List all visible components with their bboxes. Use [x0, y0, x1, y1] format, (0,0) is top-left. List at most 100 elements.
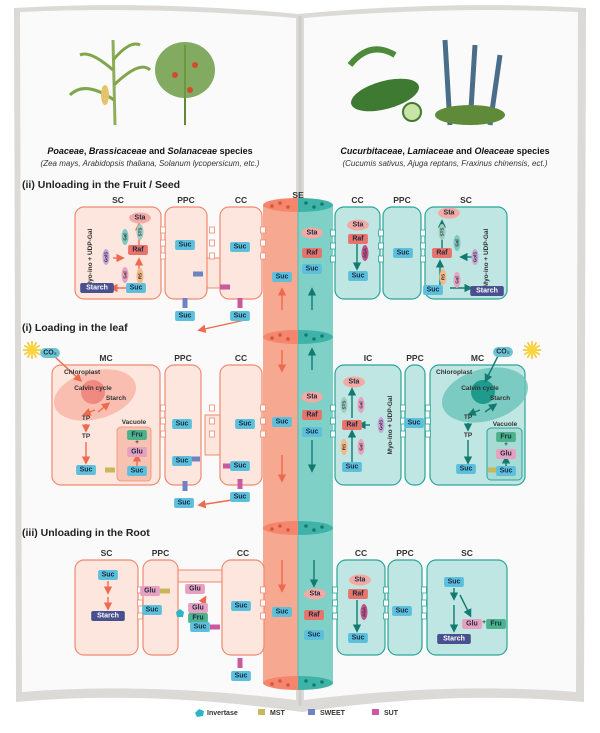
cell-label-root-right-sc: SC — [461, 548, 473, 558]
plus-sign: + — [135, 439, 139, 446]
metabolite-label: Suc — [131, 468, 144, 475]
sweet-transporter-icon — [182, 481, 188, 491]
plasmodesma — [160, 404, 166, 412]
sut-transporter-icon — [237, 298, 243, 308]
metabolite-fru: Fru — [496, 432, 516, 442]
plasmodesma — [260, 417, 266, 425]
metabolite-label: Suc — [179, 242, 192, 249]
metabolite-glu: Glu — [188, 603, 208, 613]
metabolite-label: Starch — [86, 285, 108, 292]
plasmodesma — [425, 404, 431, 412]
myo-ino-udp-gal-label: Myo-ino + UDP-Gal — [87, 228, 94, 287]
metabolite-sta: Sta — [129, 212, 151, 224]
flow-arrow — [484, 403, 498, 413]
metabolite-raf: Raf — [304, 610, 324, 620]
metabolite-label: Suc — [80, 467, 93, 474]
metabolite-label: Suc — [102, 572, 115, 579]
plasmodesma — [383, 612, 389, 620]
calvin-cycle — [471, 380, 495, 404]
metabolite-label: CO₂ — [43, 350, 57, 357]
sut-transporter-icon — [372, 709, 379, 715]
enzyme-aga: AGA — [361, 245, 369, 261]
plus-sign: + — [482, 619, 486, 626]
metabolite-label: Suc — [235, 603, 248, 610]
left-species-examples: (Zea mays, Arabidopsis thaliana, Solanum… — [41, 159, 260, 168]
metabolite-suc: Suc — [348, 271, 368, 281]
legend-item-sweet: SWEET — [308, 709, 346, 717]
metabolite-label: Suc — [276, 609, 289, 616]
plasmodesma — [260, 226, 266, 234]
cell-label-root-right-cc: CC — [355, 548, 367, 558]
metabolite-label: Suc — [179, 313, 192, 320]
calvin-cycle-label: Calvin cycle — [74, 385, 112, 392]
tp-label: TP — [464, 432, 473, 439]
tp-label: TP — [464, 414, 473, 421]
plasmodesma — [209, 239, 215, 247]
enzyme-gal: Gal — [453, 235, 461, 251]
enzyme-label: STS — [440, 228, 445, 237]
metabolite-suc: Suc — [175, 311, 195, 321]
sieve-plate — [263, 676, 333, 690]
tomato-plant-illustration — [155, 42, 215, 125]
plasmodesma — [260, 252, 266, 260]
legend-item-sut: SUT — [372, 709, 399, 717]
metabolite-sta: Sta — [343, 376, 365, 388]
metabolite-suc: Suc — [230, 311, 250, 321]
metabolite-label: Suc — [306, 429, 319, 436]
metabolite-label: Raf — [436, 250, 448, 257]
cell-label-leaf-right-mc: MC — [471, 353, 484, 363]
metabolite-label: Glu — [131, 449, 143, 456]
metabolite-starch: Starch — [80, 283, 114, 293]
plasmodesma — [420, 229, 426, 237]
metabolite-label: Raf — [352, 591, 364, 598]
sweet-transporter-icon — [193, 271, 203, 277]
flow-arrow — [459, 594, 472, 618]
cell-label-leaf-ppc: PPC — [174, 353, 191, 363]
vacuole-label: Vacuole — [493, 421, 518, 428]
metabolite-label: Raf — [346, 422, 358, 429]
enzyme-rs: RS — [439, 269, 447, 285]
legend-item-mst: MST — [258, 709, 286, 717]
metabolite-suc: Suc — [231, 601, 251, 611]
metabolite-label: Raf — [132, 247, 144, 254]
cell-label-leaf-mc: MC — [99, 353, 112, 363]
metabolite-sta: Sta — [438, 207, 460, 219]
flow-arrow — [197, 499, 233, 509]
metabolite-label: Suc — [397, 250, 410, 257]
flow-arrow — [484, 355, 499, 383]
tp-label: TP — [82, 415, 91, 422]
enzyme-gal: Gal — [453, 272, 461, 288]
enzyme-gal: Gal — [121, 229, 129, 245]
metabolite-suc: Suc — [302, 427, 322, 437]
metabolite-suc: Suc — [175, 240, 195, 250]
cell-fruit-ppc — [164, 206, 208, 300]
metabolite-label: Starch — [97, 613, 119, 620]
enzyme-label: Gal — [455, 239, 460, 246]
maize-plant-illustration — [68, 39, 152, 126]
enzyme-label: AGA — [362, 606, 367, 617]
cell-label-fruit-right-ppc: PPC — [393, 195, 410, 205]
metabolite-suc: Suc — [456, 464, 476, 474]
metabolite-label: Suc — [500, 468, 513, 475]
invertase-icon — [195, 709, 204, 717]
plasmodesma — [260, 612, 266, 620]
metabolite-label: Fru — [192, 615, 203, 622]
invertase-icon — [176, 609, 184, 617]
metabolite-fru: Fru — [486, 619, 506, 629]
plasmodesma — [209, 417, 215, 425]
metabolite-glu: Glu — [185, 584, 205, 594]
cell-label-fruit-right-sc: SC — [460, 195, 472, 205]
plasmodesma — [421, 612, 427, 620]
metabolite-label: Suc — [176, 458, 189, 465]
metabolite-label: Suc — [308, 632, 321, 639]
metabolite-suc: Suc — [190, 622, 210, 632]
cell-label-root-ppc: PPC — [152, 548, 169, 558]
plasmodesma — [160, 430, 166, 438]
metabolite-label: Suc — [146, 607, 159, 614]
enzyme-label: GolS — [104, 252, 109, 263]
plasmodesma — [160, 252, 166, 260]
metabolite-label: Sta — [135, 215, 146, 222]
metabolite-suc: Suc — [230, 492, 250, 502]
flow-arrow — [54, 356, 83, 382]
metabolite-glu: Glu — [462, 619, 482, 629]
